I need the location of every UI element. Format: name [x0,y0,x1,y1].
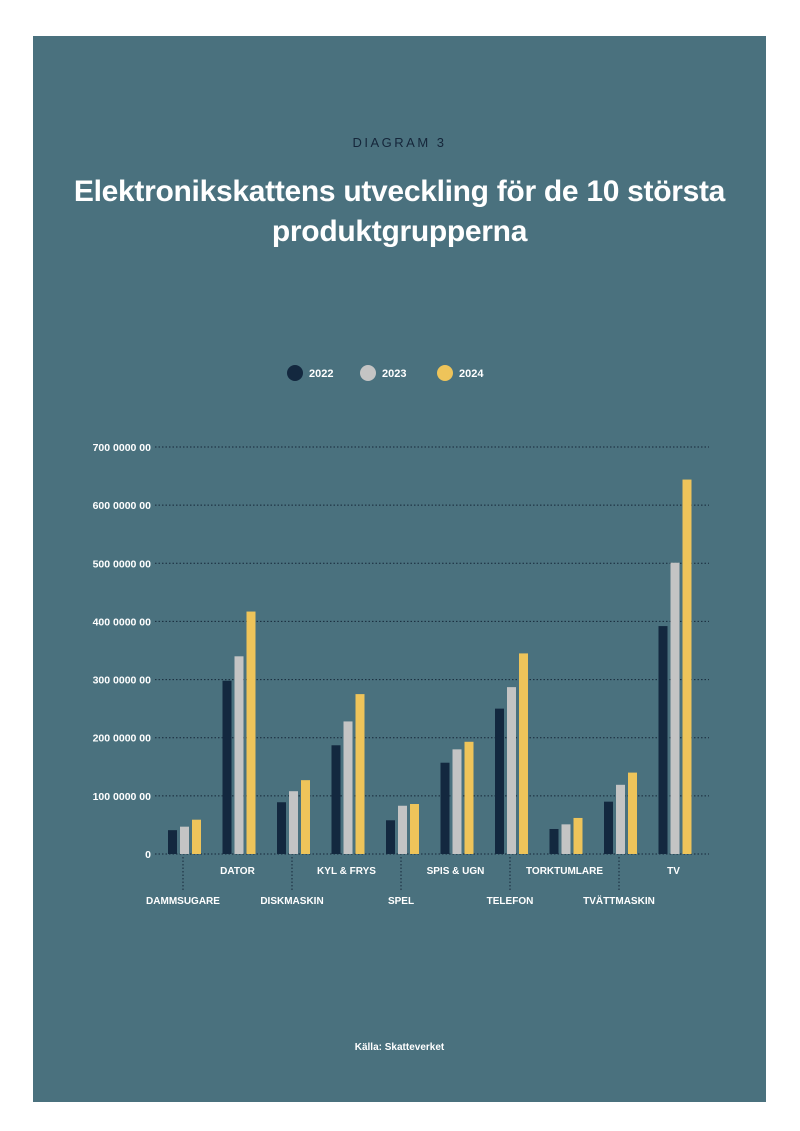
bar-2023 [452,749,462,854]
bar-2023 [180,826,189,854]
bar-2023 [398,805,407,854]
bar-2023 [561,824,571,854]
category-label: TORKTUMLARE [526,866,603,877]
bar-2023 [289,791,298,854]
bar-2024 [410,803,419,854]
legend-label-2022: 2022 [309,368,333,380]
legend-label-2023: 2023 [382,368,406,380]
category-label: DISKMASKIN [260,896,323,907]
y-tick-label: 600 0000 00 [93,500,152,512]
category-label: TV [667,866,680,877]
chart-title: Elektronikskattens utveckling för de 10 … [73,175,726,248]
bar-2022 [386,820,395,854]
y-tick-label: 300 0000 00 [93,675,152,687]
bar-2023 [616,784,625,854]
category-label: KYL & FRYS [317,866,376,877]
bar-2024 [464,741,474,854]
bar-2024 [628,772,637,854]
bar-2022 [549,828,559,854]
bar-2024 [301,780,310,854]
source-note: Källa: Skatteverket [354,1042,445,1053]
bar-2022 [440,762,450,854]
category-label: TVÄTTMASKIN [583,894,655,907]
diagram-label: DIAGRAM 3 [352,135,447,150]
bar-2022 [658,626,668,854]
bar-2022 [495,708,504,854]
bar-2023 [234,656,244,854]
y-tick-label: 100 0000 00 [93,791,152,803]
bar-2022 [168,830,177,854]
legend-swatch-2023 [360,365,376,381]
y-tick-label: 200 0000 00 [93,733,152,745]
category-label: DAMMSUGARE [146,896,220,907]
bar-2024 [246,611,256,854]
bar-2022 [604,801,613,854]
category-label: SPEL [388,896,414,907]
legend-swatch-2022 [287,365,303,381]
bar-2023 [507,687,516,854]
bar-2024 [355,694,365,854]
bar-2022 [277,802,286,854]
y-tick-label: 500 0000 00 [93,558,152,570]
category-label: TELEFON [487,896,534,907]
bar-2022 [331,745,341,854]
bar-2023 [670,562,680,854]
chart-panel: DIAGRAM 3 Elektronikskattens utveckling … [33,36,766,1102]
category-label: DATOR [220,866,255,877]
y-tick-label: 700 0000 00 [93,442,152,454]
bar-2023 [343,721,353,854]
legend-swatch-2024 [437,365,453,381]
bar-2024 [192,819,201,854]
y-tick-label: 0 [145,849,151,861]
bar-chart: 2022 2023 2024 0 100 0000 00 200 0000 00 300 0… [93,365,709,907]
bar-2024 [682,479,692,854]
bar-2024 [519,653,528,854]
bar-2022 [222,680,232,854]
bar-2024 [573,817,583,854]
y-tick-label: 400 0000 00 [93,616,152,628]
legend-label-2024: 2024 [459,368,484,380]
category-label: SPIS & UGN [427,866,485,877]
